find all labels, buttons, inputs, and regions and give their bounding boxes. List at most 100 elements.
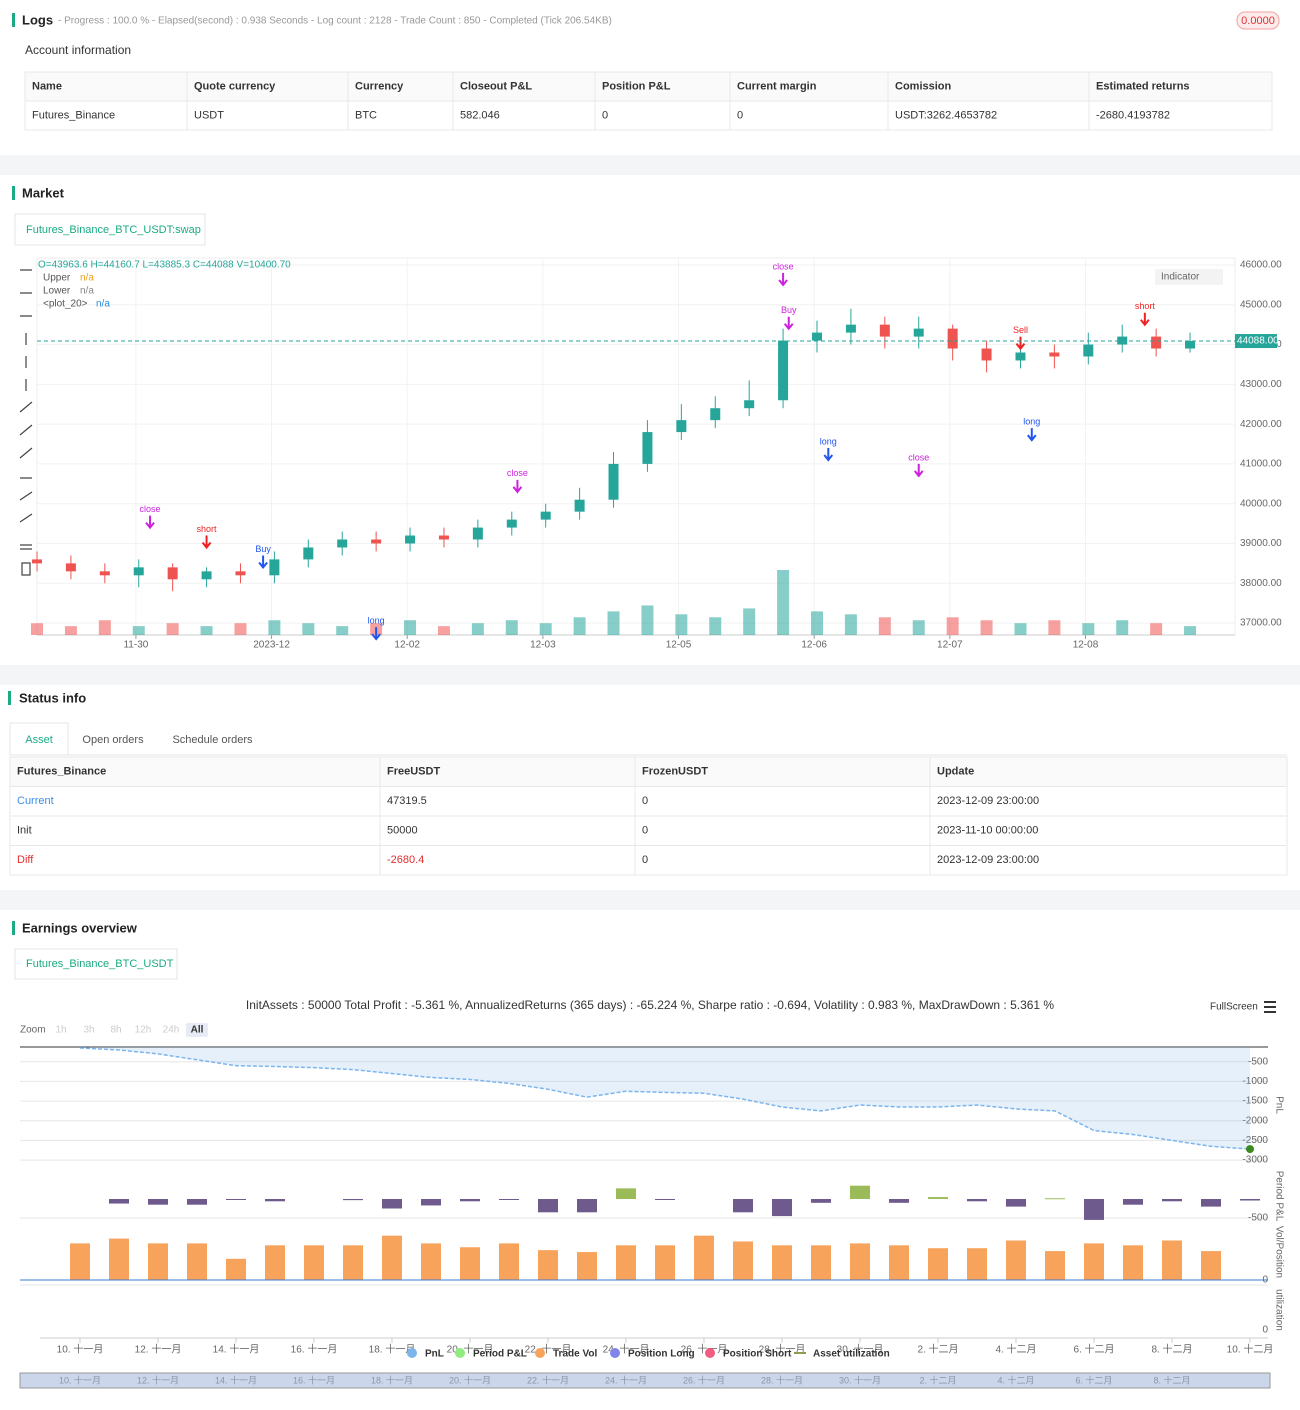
column-header: Estimated returns [1096, 80, 1190, 92]
volume-bar [505, 620, 518, 635]
zoom-button-label[interactable]: 12h [135, 1025, 152, 1036]
period-bar [733, 1199, 753, 1213]
candle-body [371, 539, 382, 544]
legend-symbol [535, 1348, 545, 1358]
candle-body [32, 559, 42, 564]
earnings-tab-label[interactable]: Futures_Binance_BTC_USDT [26, 958, 174, 970]
volume-bar [302, 623, 315, 635]
x-tick-label: 6. 十二月 [1073, 1343, 1114, 1356]
volume-bar [1048, 620, 1061, 635]
candle-body [845, 324, 856, 333]
indicator-button-label[interactable]: Indicator [1161, 272, 1200, 283]
volume-bar [132, 626, 145, 635]
volume-bar [538, 1250, 558, 1280]
period-bar [811, 1199, 831, 1203]
x-tick-label: 11-30 [123, 640, 148, 651]
legend-label[interactable]: Asset utilization [813, 1349, 890, 1360]
candle-body [405, 535, 416, 544]
column-header: FreeUSDT [387, 766, 440, 778]
volume-bar [1082, 623, 1095, 635]
volume-bar [641, 605, 654, 635]
navigator[interactable] [19, 1372, 1271, 1389]
volume-bar [1014, 623, 1027, 635]
market-tab-label[interactable]: Futures_Binance_BTC_USDT:swap [26, 224, 201, 236]
volume-bar [912, 620, 925, 635]
volume-bar [336, 626, 349, 635]
candle-body [812, 332, 822, 341]
navigator-label: 18. 十一月 [371, 1374, 413, 1385]
signal-arrow [1140, 312, 1150, 327]
market-tab[interactable] [14, 213, 206, 246]
candle-body [269, 559, 280, 576]
volume-bar [265, 1245, 285, 1280]
signal-arrow [258, 555, 268, 570]
volume-bar [64, 626, 77, 635]
volume-bar [607, 611, 620, 635]
menu-icon[interactable] [1264, 1001, 1276, 1013]
zoom-button-label[interactable]: 24h [163, 1025, 180, 1036]
x-tick-label: 12-03 [530, 640, 556, 651]
table-cell: 0 [642, 825, 648, 837]
zoom-button-label[interactable]: 8h [110, 1025, 121, 1036]
legend-label[interactable]: PnL [425, 1349, 444, 1360]
indicator-name: <plot_20> [43, 299, 88, 310]
signal-label: long [1023, 416, 1040, 426]
y-tick-label: -1000 [1242, 1076, 1268, 1087]
candle-body [303, 547, 314, 560]
period-bar [967, 1199, 987, 1202]
logs-title: Logs [22, 12, 53, 27]
candle-body [167, 567, 178, 580]
volume-bar [1116, 620, 1129, 635]
zoom-button-label[interactable]: 1h [55, 1025, 66, 1036]
market-title: Market [22, 185, 65, 200]
y-tick-label: -3000 [1242, 1155, 1268, 1166]
y-tick-label: 0 [1262, 1325, 1268, 1336]
candle-body [99, 571, 110, 576]
volume-bar [811, 1245, 831, 1280]
zoom-button-label[interactable]: 3h [83, 1025, 94, 1036]
x-tick-label: 4. 十二月 [995, 1343, 1036, 1356]
fullscreen[interactable]: FullScreen [1210, 1002, 1258, 1013]
y-tick-label: 37000.00 [1240, 618, 1282, 629]
zoom-button[interactable] [186, 1023, 208, 1037]
legend-label[interactable]: Position Long [628, 1349, 695, 1360]
axis-title: Period P&L [1273, 1171, 1284, 1222]
navigator-label: 8. 十二月 [1153, 1374, 1190, 1385]
y-tick-label: 42000.00 [1240, 419, 1282, 430]
legend-label[interactable]: Position Short [723, 1349, 792, 1360]
tab-label[interactable]: Asset [25, 734, 53, 746]
volume-bar [709, 617, 722, 635]
table-cell: 50000 [387, 825, 418, 837]
signal-arrow [145, 515, 155, 530]
y-tick-label: -2500 [1242, 1135, 1268, 1146]
legend-label[interactable]: Trade Vol [553, 1349, 597, 1360]
table-cell: Futures_Binance [32, 109, 115, 121]
navigator-label: 2. 十二月 [919, 1374, 956, 1385]
candle-body [981, 348, 992, 361]
period-bar [1123, 1199, 1143, 1205]
tab-label[interactable]: Schedule orders [172, 734, 253, 746]
candle-body [337, 539, 348, 548]
legend-label[interactable]: Period P&L [473, 1349, 527, 1360]
tab-label[interactable]: Open orders [82, 734, 144, 746]
volume-bar [777, 570, 790, 635]
column-header: Position P&L [602, 80, 671, 92]
volume-bar [70, 1243, 90, 1280]
status-title: Status info [19, 690, 86, 705]
y-tick-label: -500 [1248, 1056, 1268, 1067]
column-header: FrozenUSDT [642, 766, 708, 778]
candle-body [710, 408, 721, 421]
tab[interactable] [9, 722, 69, 756]
earnings-tab[interactable] [14, 948, 178, 980]
volume-bar [878, 617, 891, 635]
indicator-button[interactable] [1155, 269, 1223, 285]
volume-bar [421, 1243, 441, 1280]
period-bar [1084, 1199, 1104, 1220]
y-tick-label: 38000.00 [1240, 578, 1282, 589]
table-cell: BTC [355, 109, 377, 121]
title-marker [12, 186, 15, 200]
zoom-button-label[interactable]: All [191, 1025, 204, 1036]
candle-body [913, 328, 924, 337]
table-cell: -2680.4193782 [1096, 109, 1170, 121]
candle-body [133, 567, 144, 576]
